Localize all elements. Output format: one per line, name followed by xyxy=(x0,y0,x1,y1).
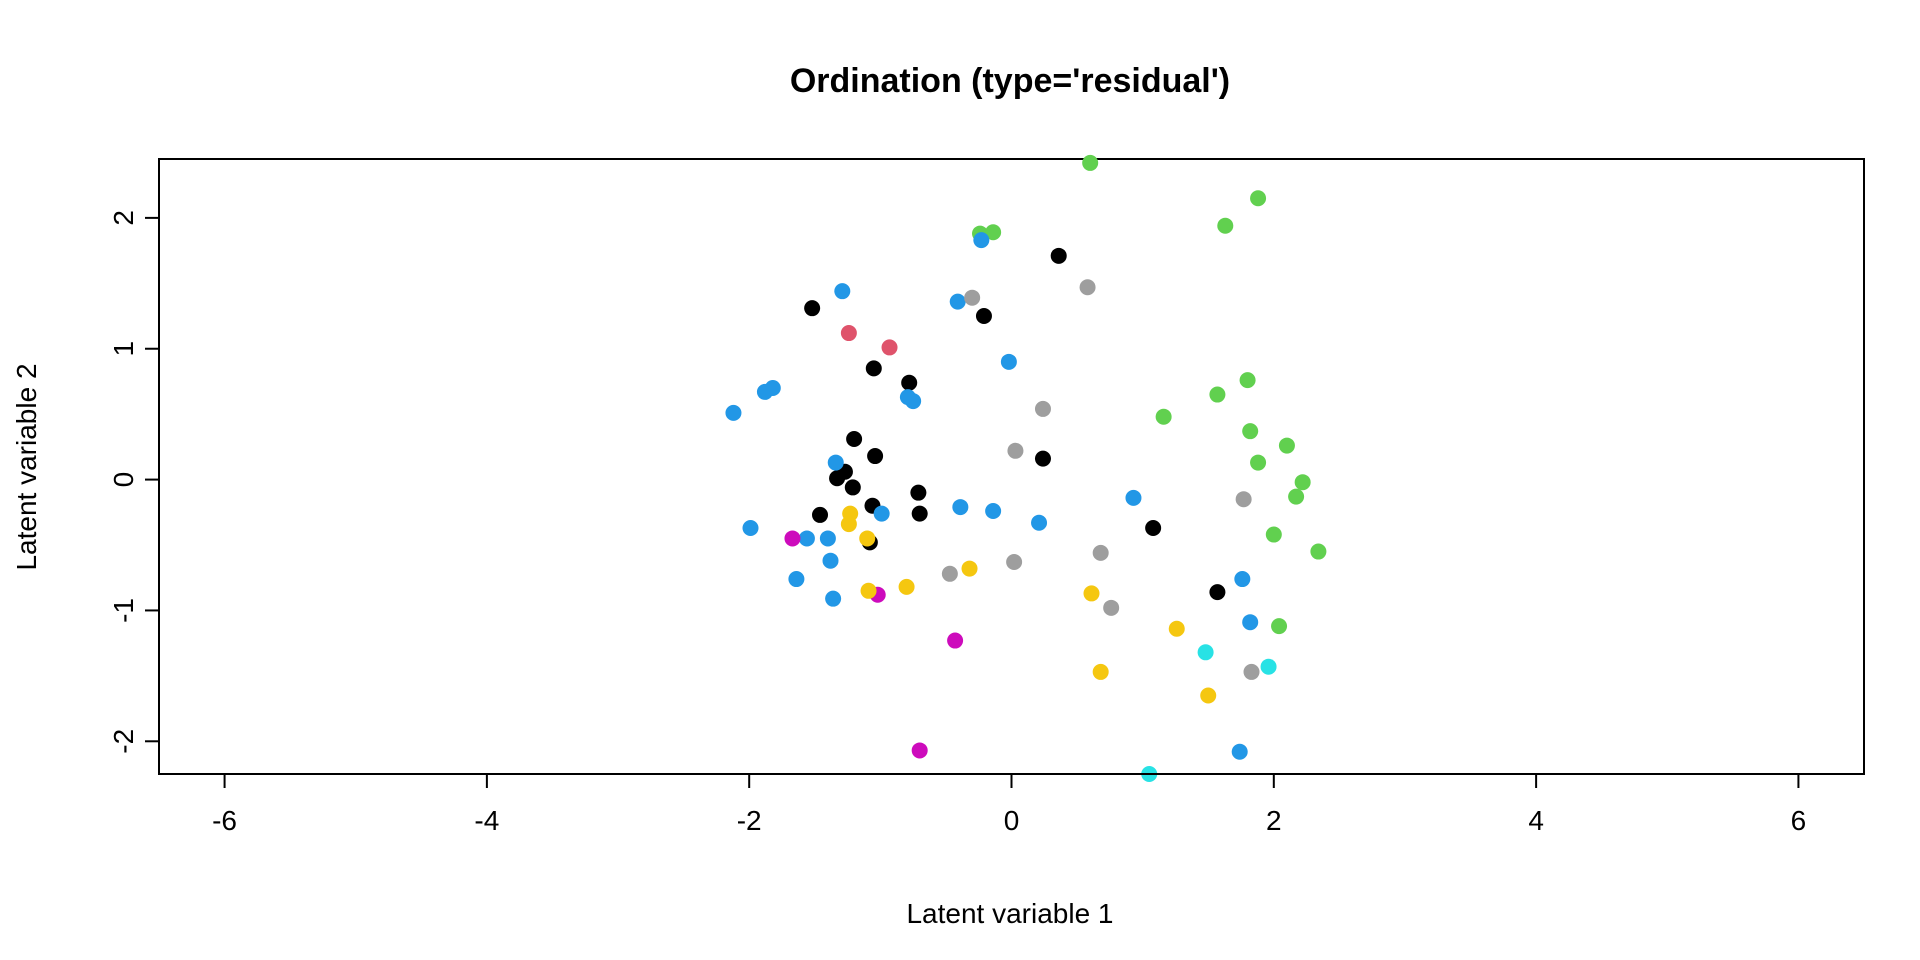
data-point xyxy=(1235,491,1252,508)
data-point xyxy=(910,484,927,501)
data-point xyxy=(1209,584,1226,601)
y-tick-label: 1 xyxy=(108,341,139,357)
data-point xyxy=(1209,386,1226,403)
data-point xyxy=(1197,644,1214,661)
data-point xyxy=(985,224,1002,241)
data-point xyxy=(1250,190,1267,207)
data-point xyxy=(873,505,890,522)
data-point xyxy=(1092,544,1109,561)
data-point xyxy=(725,404,742,421)
data-point xyxy=(901,374,918,391)
data-point xyxy=(742,520,759,536)
y-tick-label: -2 xyxy=(108,729,139,754)
y-tick-label: -1 xyxy=(108,598,139,623)
data-point xyxy=(1242,614,1259,631)
data-point xyxy=(860,582,877,599)
data-point xyxy=(911,505,928,522)
data-point xyxy=(829,470,846,487)
data-point xyxy=(1288,488,1305,505)
data-point xyxy=(975,308,992,325)
data-point xyxy=(1006,554,1023,571)
chart-title: Ordination (type='residual') xyxy=(790,62,1230,100)
data-point xyxy=(985,502,1002,519)
data-point xyxy=(1083,585,1100,602)
data-point xyxy=(1310,543,1327,560)
data-point xyxy=(840,325,857,342)
y-axis-label: Latent variable 2 xyxy=(11,363,42,570)
data-point xyxy=(881,339,898,356)
x-tick-label: -2 xyxy=(737,805,762,836)
data-point xyxy=(1031,514,1048,531)
data-point xyxy=(1168,620,1185,637)
data-point xyxy=(764,379,781,396)
data-point xyxy=(804,300,821,317)
data-point xyxy=(1265,526,1282,543)
data-point xyxy=(941,565,958,582)
y-tick-label: 2 xyxy=(108,210,139,226)
data-point xyxy=(812,506,829,523)
data-point xyxy=(1092,663,1109,680)
data-point xyxy=(1294,474,1311,491)
data-point xyxy=(798,530,815,547)
data-point xyxy=(1217,217,1234,234)
data-point xyxy=(844,479,861,496)
data-point xyxy=(952,499,969,516)
x-axis-label: Latent variable 1 xyxy=(906,898,1113,929)
data-point xyxy=(1234,571,1251,588)
data-point xyxy=(840,516,857,533)
data-point xyxy=(1260,658,1277,675)
data-point xyxy=(1050,247,1067,264)
data-point xyxy=(964,289,981,306)
data-point xyxy=(825,590,842,607)
data-point xyxy=(867,448,884,465)
data-point xyxy=(1250,454,1267,471)
data-point xyxy=(1145,520,1162,536)
data-point xyxy=(846,431,863,448)
data-point xyxy=(1034,400,1051,417)
data-point xyxy=(961,560,978,577)
data-point xyxy=(822,552,839,569)
data-point xyxy=(1243,663,1260,680)
data-point xyxy=(819,530,836,547)
data-point xyxy=(1103,599,1120,616)
x-tick-label: -4 xyxy=(474,805,499,836)
data-point xyxy=(1271,618,1288,635)
data-point xyxy=(1000,353,1017,370)
x-tick-label: 6 xyxy=(1791,805,1807,836)
data-point xyxy=(1082,154,1099,171)
data-point xyxy=(784,530,801,547)
plot-frame xyxy=(158,158,1865,775)
data-point xyxy=(1200,687,1217,704)
data-point xyxy=(949,293,966,310)
data-point xyxy=(905,393,922,410)
data-point xyxy=(1079,279,1096,296)
data-point xyxy=(1278,437,1295,454)
data-point xyxy=(947,632,964,649)
points-layer xyxy=(725,154,1327,782)
data-point xyxy=(788,571,805,588)
x-tick-label: 4 xyxy=(1528,805,1544,836)
data-point xyxy=(1231,743,1248,760)
x-axis-ticks: -6 -4 -2 0 2 4 6 xyxy=(212,774,1806,836)
data-point xyxy=(911,742,928,759)
data-point xyxy=(859,530,876,547)
data-point xyxy=(1155,408,1172,425)
data-point xyxy=(1242,423,1259,440)
data-point xyxy=(865,360,882,377)
data-point xyxy=(1125,489,1142,506)
x-tick-label: 0 xyxy=(1004,805,1020,836)
data-point xyxy=(827,454,844,471)
data-point xyxy=(973,232,990,249)
y-tick-label: 0 xyxy=(108,472,139,488)
data-point xyxy=(898,578,915,595)
x-tick-label: 2 xyxy=(1266,805,1282,836)
data-point xyxy=(1034,450,1051,467)
data-point xyxy=(1239,372,1256,389)
x-tick-label: -6 xyxy=(212,805,237,836)
data-point xyxy=(834,283,851,300)
y-axis-ticks: -2 -1 0 1 2 xyxy=(108,210,159,754)
data-point xyxy=(1007,442,1024,459)
